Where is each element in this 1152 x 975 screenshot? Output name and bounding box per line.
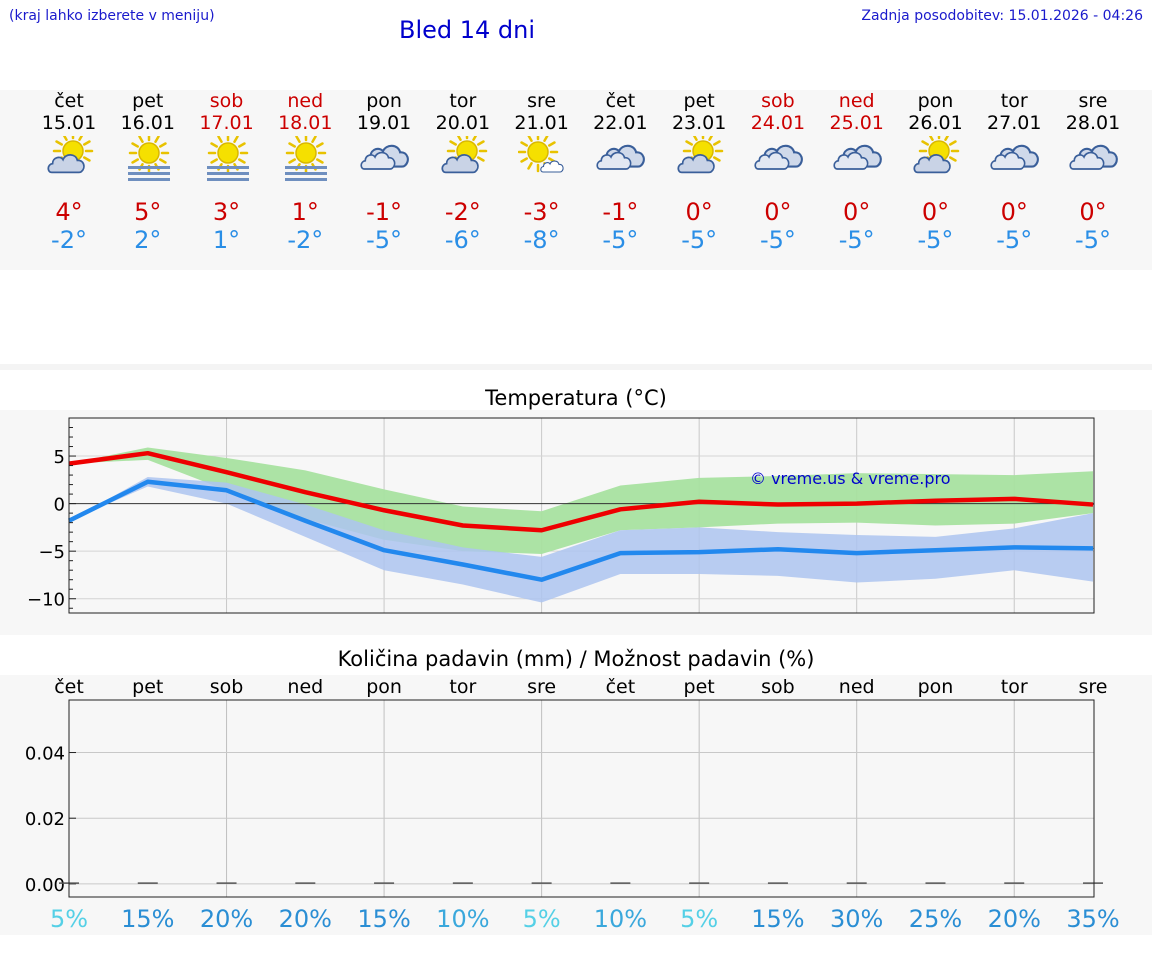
max-temperature: -3° bbox=[523, 198, 560, 226]
min-temperature: -5° bbox=[996, 226, 1033, 254]
partly-cloudy-icon bbox=[911, 130, 961, 182]
day-date: 17.01 bbox=[199, 112, 254, 134]
max-temperature: 3° bbox=[212, 198, 241, 226]
partly-cloudy-icon bbox=[675, 130, 725, 182]
max-temperature: 0° bbox=[1079, 198, 1107, 226]
max-temperature: 0° bbox=[843, 198, 871, 226]
day-column: pet 23.01 0° -5° bbox=[659, 90, 739, 270]
day-name: tor bbox=[1000, 90, 1028, 112]
cloudy-icon bbox=[1069, 136, 1119, 182]
day-name: pon bbox=[366, 90, 402, 112]
section-divider bbox=[0, 364, 1152, 370]
max-temperature: 0° bbox=[764, 198, 792, 226]
day-date: 20.01 bbox=[435, 112, 491, 134]
cloudy-icon bbox=[754, 136, 804, 182]
day-column: sob 17.01 3° 1° bbox=[187, 90, 267, 270]
min-temperature: 2° bbox=[134, 226, 162, 254]
cloudy-icon bbox=[360, 136, 410, 182]
day-name: ned bbox=[838, 90, 875, 112]
daily-forecast-strip: čet 15.01 4° -2° pet 16.01 5° 2° sob 17.01 3° 1° ne… bbox=[0, 90, 1152, 270]
day-column: čet 22.01 -1° -5° bbox=[580, 90, 660, 270]
cloudy-icon bbox=[833, 136, 883, 182]
min-temperature: -5° bbox=[681, 226, 718, 254]
sun-fog-icon bbox=[203, 132, 253, 182]
partly-cloudy-icon bbox=[45, 130, 95, 182]
min-temperature: -2° bbox=[287, 226, 324, 254]
min-temperature: -5° bbox=[838, 226, 875, 254]
day-name: tor bbox=[449, 90, 477, 112]
temperature-chart-title: Temperatura (°C) bbox=[485, 386, 667, 410]
min-temperature: -5° bbox=[759, 226, 796, 254]
max-temperature: -2° bbox=[444, 198, 481, 226]
day-date: 28.01 bbox=[1065, 112, 1121, 134]
max-temperature: -1° bbox=[602, 198, 639, 226]
day-name: pon bbox=[917, 90, 954, 112]
day-date: 21.01 bbox=[514, 112, 569, 134]
day-name: sre bbox=[527, 90, 557, 112]
day-column: tor 27.01 0° -5° bbox=[974, 90, 1054, 270]
page-title: Bled 14 dni bbox=[399, 16, 536, 44]
day-column: pon 19.01 -1° -5° bbox=[344, 90, 424, 270]
cloudy-icon bbox=[990, 136, 1040, 182]
day-column: sre 21.01 -3° -8° bbox=[502, 90, 582, 270]
day-date: 23.01 bbox=[671, 112, 727, 134]
min-temperature: -5° bbox=[602, 226, 639, 254]
partly-cloudy-icon bbox=[439, 130, 489, 182]
last-update: Zadnja posodobitev: 15.01.2026 - 04:26 bbox=[861, 8, 1143, 24]
min-temperature: -5° bbox=[1075, 226, 1111, 254]
day-name: čet bbox=[54, 90, 84, 112]
day-date: 27.01 bbox=[987, 112, 1042, 134]
max-temperature: 1° bbox=[291, 198, 319, 226]
min-temperature: -5° bbox=[366, 226, 403, 254]
cloudy-icon bbox=[596, 136, 646, 182]
min-temperature: -5° bbox=[917, 226, 954, 254]
min-temperature: -6° bbox=[444, 226, 481, 254]
max-temperature: 5° bbox=[134, 198, 162, 226]
day-column: tor 20.01 -2° -6° bbox=[423, 90, 503, 270]
temperature-chart-band bbox=[0, 410, 1152, 635]
mostly-sunny-icon bbox=[517, 131, 568, 182]
day-date: 26.01 bbox=[908, 112, 963, 134]
day-name: sob bbox=[209, 90, 244, 112]
day-column: čet 15.01 4° -2° bbox=[29, 90, 109, 270]
day-date: 19.01 bbox=[356, 112, 412, 134]
day-date: 22.01 bbox=[593, 112, 648, 134]
sun-fog-icon bbox=[281, 132, 331, 182]
day-column: ned 25.01 0° -5° bbox=[817, 90, 897, 270]
day-date: 16.01 bbox=[120, 112, 175, 134]
min-temperature: -8° bbox=[523, 226, 560, 254]
day-name: sre bbox=[1078, 90, 1108, 112]
day-date: 24.01 bbox=[750, 112, 806, 134]
day-date: 15.01 bbox=[41, 112, 97, 134]
day-column: sob 24.01 0° -5° bbox=[738, 90, 818, 270]
max-temperature: 0° bbox=[1000, 198, 1028, 226]
day-name: čet bbox=[605, 90, 636, 112]
max-temperature: -1° bbox=[366, 198, 403, 226]
day-column: sre 28.01 0° -5° bbox=[1053, 90, 1133, 270]
max-temperature: 0° bbox=[921, 198, 950, 226]
max-temperature: 4° bbox=[55, 198, 83, 226]
location-hint: (kraj lahko izberete v meniju) bbox=[9, 8, 215, 24]
day-name: ned bbox=[287, 90, 324, 112]
day-date: 25.01 bbox=[829, 112, 884, 134]
min-temperature: 1° bbox=[212, 226, 241, 254]
day-name: pet bbox=[132, 90, 164, 112]
min-temperature: -2° bbox=[51, 226, 87, 254]
sun-fog-icon bbox=[124, 132, 174, 182]
day-column: pon 26.01 0° -5° bbox=[895, 90, 975, 270]
precipitation-chart-band bbox=[0, 675, 1152, 935]
precipitation-chart-title: Količina padavin (mm) / Možnost padavin … bbox=[337, 647, 815, 671]
day-date: 18.01 bbox=[278, 112, 333, 134]
day-name: sob bbox=[761, 90, 795, 112]
day-name: pet bbox=[683, 90, 715, 112]
day-column: ned 18.01 1° -2° bbox=[265, 90, 345, 270]
day-column: pet 16.01 5° 2° bbox=[108, 90, 188, 270]
max-temperature: 0° bbox=[685, 198, 713, 226]
